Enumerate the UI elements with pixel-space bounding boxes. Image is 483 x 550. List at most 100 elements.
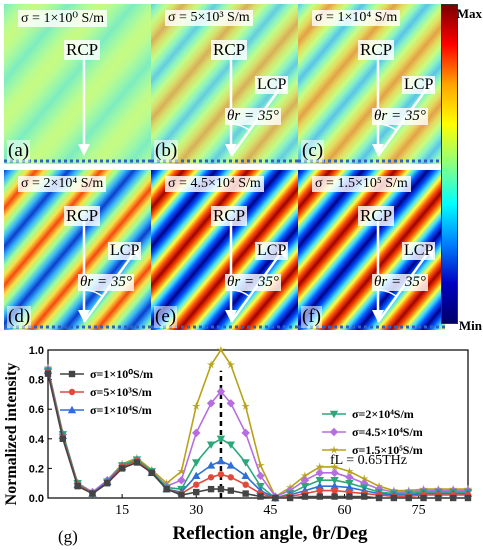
panel-rcp-label: RCP	[358, 206, 395, 226]
data-point	[331, 493, 338, 500]
data-point	[44, 370, 52, 377]
panel-rcp-label: RCP	[358, 40, 395, 60]
data-point	[192, 401, 201, 410]
data-point	[329, 410, 339, 419]
panel-rcp-label: RCP	[64, 206, 101, 226]
data-point	[216, 345, 226, 354]
data-point	[360, 474, 369, 483]
data-point	[148, 469, 155, 477]
data-point	[315, 477, 324, 485]
data-point	[405, 494, 412, 502]
data-point	[272, 494, 279, 502]
data-point	[133, 459, 141, 466]
data-point	[390, 494, 398, 502]
data-point	[89, 490, 96, 497]
panel-letter-label: (d)	[7, 306, 32, 328]
panel-sigma-label: σ = 4.5×10⁴ S/m	[165, 176, 264, 192]
legend-entry: σ=1×10⁰S/m	[60, 367, 153, 381]
data-point	[192, 428, 201, 438]
field-panel-a: σ = 1×10⁰ S/m RCP (a)	[4, 4, 151, 164]
data-point	[361, 493, 368, 500]
panel-theta-label: θr = 35°	[78, 274, 134, 291]
legend-label: σ=5×10³S/m	[90, 385, 152, 399]
panel-theta-label: θr = 35°	[225, 274, 281, 291]
legend-entry: σ=4.5×10⁴S/m	[322, 425, 423, 439]
data-point	[345, 466, 354, 475]
data-point	[329, 427, 339, 437]
field-panel-b: σ = 5×10³ S/m RCP LCP θr = 35° (b)	[151, 4, 298, 164]
panel-rcp-label: RCP	[211, 40, 248, 60]
field-panel-d: σ = 2×10⁴ S/m RCP LCP θr = 35° (d)	[4, 170, 151, 330]
panel-theta-label: θr = 35°	[225, 108, 281, 125]
data-point	[316, 487, 323, 494]
panel-letter-label: (e)	[154, 306, 178, 328]
colorbar	[441, 4, 458, 324]
data-point	[206, 399, 216, 408]
data-point	[226, 399, 236, 408]
panel-lcp-label: LCP	[255, 76, 289, 94]
panel-lcp-label: LCP	[402, 242, 436, 260]
data-point	[177, 466, 186, 475]
panel-lcp-label: LCP	[402, 76, 436, 94]
panel-lcp-label: LCP	[255, 242, 289, 260]
field-panel-c: σ = 1×10⁴ S/m RCP LCP θr = 35° (c)	[298, 4, 445, 164]
panel-sigma-label: σ = 1.5×10⁵ S/m	[312, 176, 411, 192]
y-tick-label: 0.4	[29, 434, 45, 446]
data-point	[346, 493, 353, 500]
frequency-annotation: fL = 0.65THz	[330, 453, 407, 468]
y-tick-label: 0.2	[29, 463, 44, 475]
chart-panel-label: (g)	[58, 527, 78, 546]
data-point	[217, 485, 225, 493]
data-point	[256, 471, 265, 480]
panel-rcp-label: RCP	[64, 40, 101, 60]
data-point	[216, 435, 226, 443]
data-point	[241, 471, 250, 479]
data-point	[420, 494, 427, 502]
x-tick-label: 15	[115, 503, 129, 518]
data-point	[68, 370, 76, 378]
legend-label: σ=4.5×10⁴S/m	[352, 425, 423, 439]
data-point	[206, 360, 216, 369]
panel-theta-label: θr = 35°	[372, 108, 428, 125]
data-point	[315, 468, 324, 478]
data-point	[301, 493, 309, 500]
data-point	[216, 387, 226, 396]
x-tick-label: 60	[337, 503, 351, 518]
data-point	[226, 461, 236, 469]
data-point	[207, 474, 215, 481]
legend-label: σ=1×10⁴S/m	[90, 403, 152, 417]
data-point	[216, 456, 226, 465]
data-point	[449, 494, 457, 502]
legend-entry: σ=1.5×10⁵S/m	[322, 443, 423, 457]
legend-entry: σ=5×10³S/m	[60, 385, 152, 399]
data-point	[227, 487, 235, 494]
series-line	[44, 370, 472, 502]
data-point	[74, 482, 81, 490]
data-point	[206, 461, 216, 469]
field-panel-f: σ = 1.5×10⁵ S/m RCP LCP θr = 35° (f)	[298, 170, 445, 330]
legend-label: σ=1×10⁰S/m	[90, 367, 153, 381]
data-point	[241, 428, 250, 438]
data-point	[177, 476, 186, 485]
panel-lcp-label: LCP	[108, 242, 142, 260]
colorbar-max-label: Max	[456, 6, 482, 21]
y-tick-label: 0.6	[29, 404, 44, 416]
legend-label: σ=2×10⁴S/m	[352, 407, 414, 421]
data-point	[300, 471, 310, 480]
panel-theta-label: θr = 35°	[372, 274, 428, 291]
data-point	[226, 360, 236, 369]
data-point	[207, 485, 215, 493]
data-point	[330, 477, 339, 485]
data-point	[193, 488, 200, 496]
data-point	[68, 388, 76, 396]
panel-sigma-label: σ = 1×10⁰ S/m	[18, 10, 108, 27]
panel-sigma-label: σ = 2×10⁴ S/m	[18, 176, 107, 192]
data-point	[256, 461, 265, 470]
data-point	[206, 441, 216, 449]
panel-letter-label: (f)	[301, 306, 322, 328]
panel-letter-label: (a)	[7, 140, 31, 162]
data-point	[257, 493, 264, 500]
y-axis-label: Normalized intensity	[3, 363, 20, 506]
intensity-chart: 0.0 0.2 0.4 0.6 0.8 1.0 15 30 45 60 75 σ=1×10⁰S/m σ=…	[3, 345, 473, 546]
data-point	[104, 480, 111, 487]
